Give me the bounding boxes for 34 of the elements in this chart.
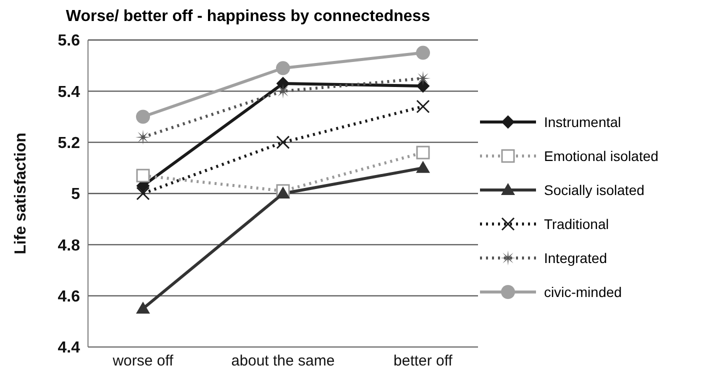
legend-label: Socially isolated <box>544 182 644 198</box>
y-tick-label: 5.4 <box>58 84 80 101</box>
point <box>136 302 150 314</box>
point <box>276 76 290 90</box>
point <box>416 146 430 160</box>
legend-label: Emotional isolated <box>544 148 658 164</box>
x-tick-label: worse off <box>112 352 174 370</box>
point <box>276 84 290 99</box>
y-axis-title: Life satisfaction <box>12 132 30 254</box>
point <box>416 70 430 86</box>
point <box>276 186 290 198</box>
point <box>416 160 430 173</box>
y-tick-label: 4.8 <box>58 237 80 254</box>
point <box>276 61 290 76</box>
y-tick-label: 5.6 <box>58 32 80 50</box>
chart-title: Worse/ better off - happiness by connectedness <box>64 8 432 27</box>
point <box>416 46 430 60</box>
y-tick-label: 4.4 <box>58 340 80 357</box>
x-tick-label: about the same <box>231 352 335 370</box>
y-tick-label: 4.6 <box>58 288 80 306</box>
y-tick-label: 5.2 <box>58 135 80 152</box>
legend-label: Integrated <box>544 250 608 266</box>
point <box>136 186 150 200</box>
y-tick-label: 5 <box>71 186 80 204</box>
point <box>136 110 150 124</box>
point <box>136 130 150 145</box>
legend-label: Traditional <box>544 216 609 232</box>
point <box>416 100 430 114</box>
legend-label: Instrumental <box>544 114 622 130</box>
point <box>416 80 430 93</box>
point <box>136 168 150 182</box>
x-tick-label: better off <box>394 352 454 370</box>
point <box>276 136 290 150</box>
legend-label: civic-minded <box>544 284 622 300</box>
